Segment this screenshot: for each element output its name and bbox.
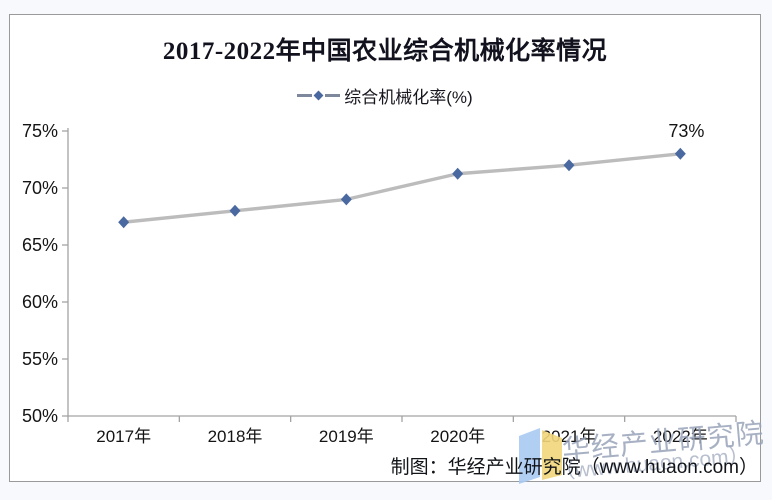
data-point-2019年 — [340, 193, 352, 206]
y-axis-label: 70% — [22, 178, 58, 198]
chart-title: 2017-2022年中国农业综合机械化率情况 — [162, 38, 608, 65]
y-axis-label: 50% — [22, 406, 58, 426]
logo-right-page — [542, 430, 562, 480]
logo-left-page — [519, 428, 540, 484]
series-line — [123, 152, 681, 224]
x-axis-label: 2018年 — [208, 427, 263, 446]
data-point-2020年 — [452, 167, 464, 180]
x-axis-label: 2022年 — [653, 427, 708, 446]
y-axis-label: 75% — [22, 121, 58, 141]
watermark-logo-icon — [519, 428, 562, 484]
data-point-2017年 — [118, 216, 130, 229]
x-axis-label: 2019年 — [319, 427, 374, 446]
x-axis-label: 2017年 — [96, 427, 151, 446]
data-point-2022年 — [674, 147, 686, 160]
last-point-label: 73% — [668, 121, 704, 141]
legend-label: 综合机械化率(%) — [344, 88, 473, 107]
legend-dash-left-icon — [297, 94, 313, 97]
x-axis-label: 2020年 — [430, 427, 485, 446]
data-point-2018年 — [229, 204, 241, 217]
chart-card: 2017-2022年中国农业综合机械化率情况 综合机械化率(%) 50% 55% 6… — [9, 14, 766, 484]
attribution-text: 制图：华经产业研究院（www.huaon.com） — [390, 457, 758, 478]
y-axis-label: 55% — [22, 349, 58, 369]
y-axis-label: 60% — [22, 292, 58, 312]
chart-canvas: 50% 55% 60% 65% 70% 75% 2017年 2018年 2019年 2020年 20… — [22, 121, 737, 446]
legend-dash-right-icon — [325, 94, 341, 97]
legend: 综合机械化率(%) — [10, 83, 760, 108]
y-axis-label: 65% — [22, 235, 58, 255]
data-point-2021年 — [563, 159, 575, 172]
